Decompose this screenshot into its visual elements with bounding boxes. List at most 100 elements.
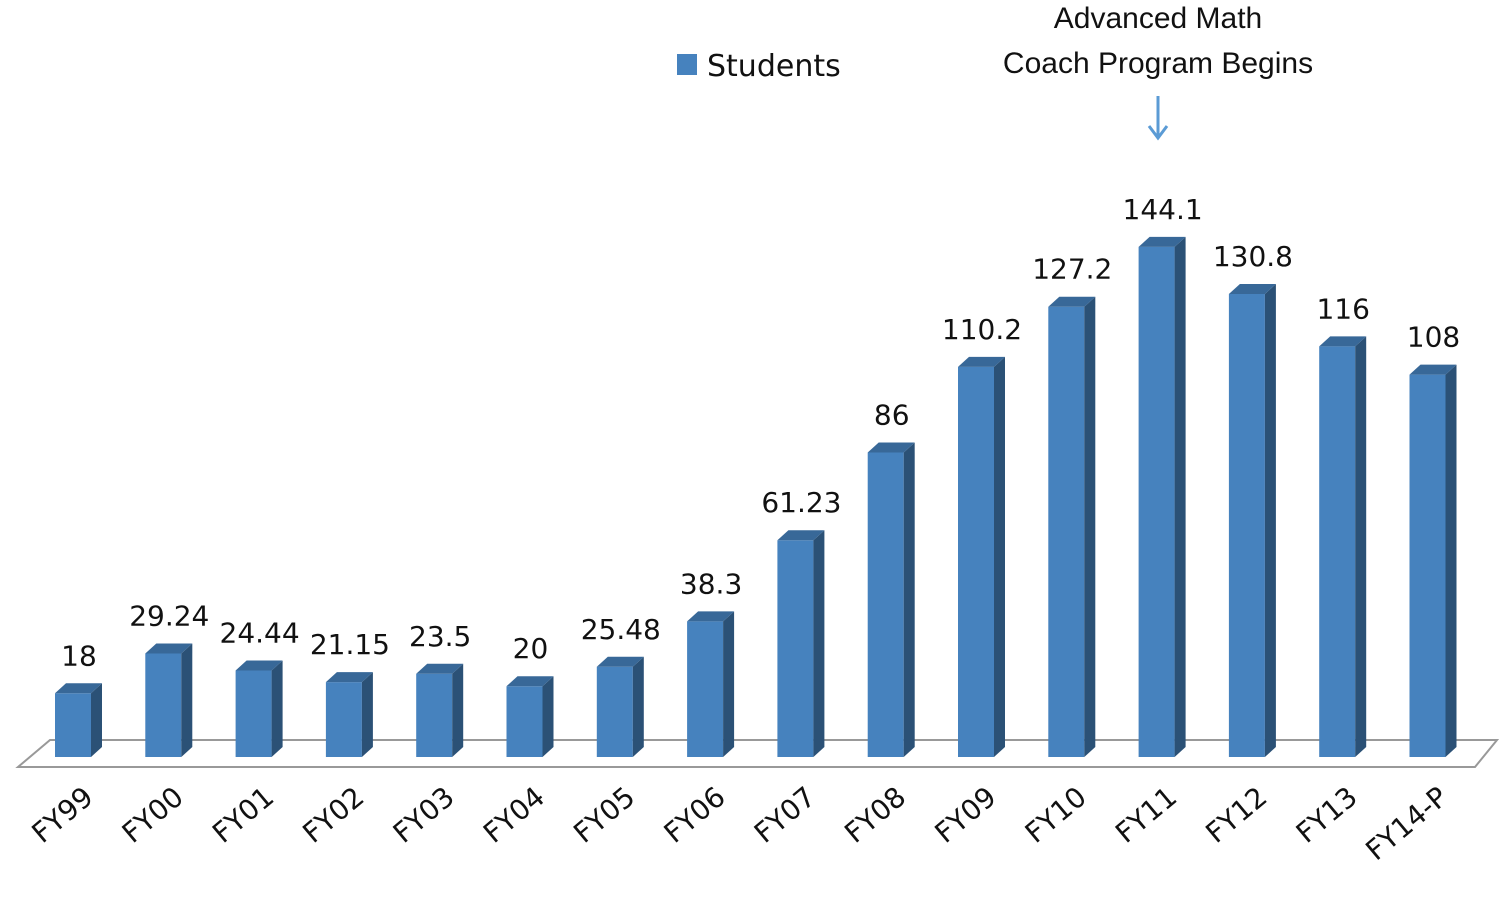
bar-top xyxy=(145,643,193,654)
data-label: 86 xyxy=(874,399,910,432)
bar xyxy=(687,611,735,757)
bar xyxy=(958,356,1005,757)
bar-top xyxy=(1228,283,1276,294)
bar-side xyxy=(813,530,825,757)
bar xyxy=(777,530,825,757)
data-label: 20 xyxy=(513,632,549,665)
data-label: 144.1 xyxy=(1123,193,1203,226)
bar-front xyxy=(596,666,633,757)
bar-side xyxy=(994,356,1005,757)
bar xyxy=(867,442,915,757)
bar xyxy=(1048,296,1096,757)
data-label: 23.5 xyxy=(409,620,471,653)
bar xyxy=(145,643,193,757)
x-tick-label: FY05 xyxy=(567,780,641,850)
bar xyxy=(416,663,464,757)
bar-top xyxy=(1048,296,1096,307)
bar xyxy=(596,656,644,757)
data-label: 110.2 xyxy=(942,313,1022,346)
bar-top xyxy=(325,672,373,683)
bar-top xyxy=(1409,364,1457,375)
x-tick-label: FY02 xyxy=(296,780,370,850)
bar-front xyxy=(1228,293,1265,757)
bar-side xyxy=(1264,283,1276,757)
x-tick-label: FY07 xyxy=(748,780,822,850)
bar-top xyxy=(55,683,102,694)
x-tick-label: FY09 xyxy=(929,780,1003,850)
bar-front xyxy=(958,366,994,757)
legend-swatch xyxy=(677,54,697,75)
data-label: 29.24 xyxy=(129,599,209,632)
bar-top xyxy=(1319,336,1367,347)
bar-side xyxy=(1445,364,1457,757)
x-tick-label: FY11 xyxy=(1109,780,1183,850)
data-label: 108 xyxy=(1407,321,1460,354)
bar-top xyxy=(596,656,644,667)
bar-front xyxy=(1138,246,1175,758)
bar-side xyxy=(632,656,644,757)
data-label: 127.2 xyxy=(1032,253,1112,286)
bar-side xyxy=(1174,236,1186,758)
data-label: 38.3 xyxy=(680,567,742,600)
bar-top xyxy=(1138,236,1186,247)
data-label: 61.23 xyxy=(761,486,841,519)
x-tick-label: FY08 xyxy=(838,780,912,850)
x-tick-label: FY00 xyxy=(116,780,190,850)
bar-side xyxy=(1084,296,1096,757)
annotation: Coach Program Begins xyxy=(1003,47,1313,80)
annotation-arrow xyxy=(1147,125,1169,141)
bar xyxy=(506,676,554,757)
bar-front xyxy=(777,540,814,757)
bar-front xyxy=(145,653,182,757)
bar xyxy=(1138,236,1186,758)
bar-front xyxy=(687,621,724,757)
bar-side xyxy=(271,660,283,757)
bar-front xyxy=(506,686,543,757)
bar xyxy=(235,660,283,757)
bar-front xyxy=(1048,306,1085,757)
bar xyxy=(1228,283,1276,757)
bar xyxy=(1409,364,1457,757)
bar-top xyxy=(958,356,1005,367)
x-tick-label: FY06 xyxy=(658,780,732,850)
bar-side xyxy=(181,643,193,757)
bar-side xyxy=(452,663,464,757)
bar-side xyxy=(91,683,102,757)
data-label: 24.44 xyxy=(220,616,300,649)
bar xyxy=(1319,336,1367,757)
floor xyxy=(15,739,1500,768)
bar-front xyxy=(1319,346,1356,757)
bar-front xyxy=(325,682,362,757)
x-tick-label: FY03 xyxy=(387,780,461,850)
bar-side xyxy=(903,442,915,757)
bar-top xyxy=(687,611,735,622)
data-label: 130.8 xyxy=(1213,240,1293,273)
data-label: 25.48 xyxy=(581,613,661,646)
bar-top xyxy=(867,442,915,453)
bar xyxy=(325,672,373,757)
data-label: 116 xyxy=(1316,292,1369,325)
bar-side xyxy=(542,676,554,757)
bar-top xyxy=(777,530,825,541)
annotation: Advanced Math xyxy=(1054,2,1262,35)
bar-side xyxy=(723,611,735,757)
x-tick-label: FY10 xyxy=(1019,780,1093,850)
data-label: 21.15 xyxy=(310,628,390,661)
bar-side xyxy=(1355,336,1367,757)
x-tick-label: FY99 xyxy=(26,780,100,850)
bar-side xyxy=(361,672,373,757)
bar-front xyxy=(1409,374,1446,757)
x-tick-label: FY13 xyxy=(1290,780,1364,850)
bar-front xyxy=(867,452,904,757)
bar-front xyxy=(416,673,453,757)
x-tick-label: FY01 xyxy=(206,780,280,850)
x-tick-label: FY14-P xyxy=(1359,780,1454,867)
bar-front xyxy=(235,670,272,757)
bar xyxy=(55,683,102,757)
x-tick-label: FY04 xyxy=(477,780,551,850)
x-tick-label: FY12 xyxy=(1199,780,1273,850)
bar-top xyxy=(235,660,283,671)
data-label: 18 xyxy=(61,639,97,672)
bar-top xyxy=(416,663,464,674)
legend-label: Students xyxy=(707,49,841,84)
